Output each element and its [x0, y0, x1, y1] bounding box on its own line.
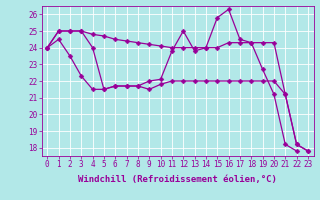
X-axis label: Windchill (Refroidissement éolien,°C): Windchill (Refroidissement éolien,°C) [78, 175, 277, 184]
